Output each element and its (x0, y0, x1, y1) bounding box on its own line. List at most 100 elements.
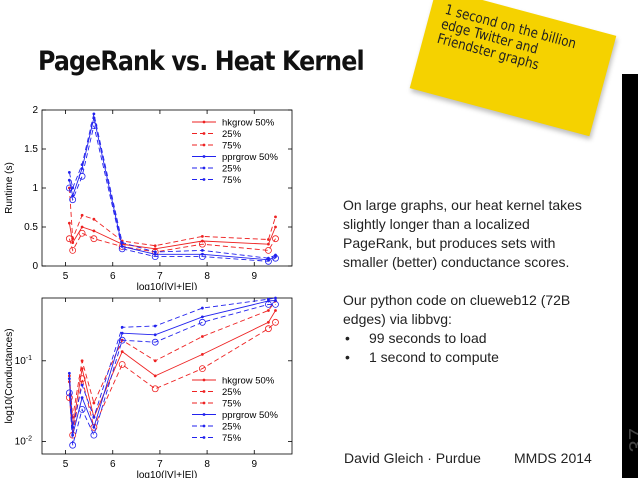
data-point (118, 361, 126, 368)
legend-marker (202, 143, 206, 147)
data-point (200, 249, 204, 252)
body-text: On large graphs, our heat kernel takes s… (343, 196, 593, 367)
side-bar (622, 74, 638, 478)
conductance-chart: 5 6 7 8 9 10-2 10-1 log10(|V|+|E|) log10(Conduct… (4, 296, 293, 478)
x-tick-label: 7 (157, 271, 163, 282)
body-paragraph-2: Our python code on clueweb12 (72B edges)… (343, 292, 571, 327)
data-point (67, 221, 71, 225)
data-point (153, 324, 157, 328)
data-point (92, 401, 96, 405)
series-line (68, 117, 276, 261)
data-point (118, 336, 126, 344)
legend-label: 25% (222, 387, 242, 398)
y-tick-label: 2 (32, 105, 38, 116)
data-point (200, 306, 204, 310)
y-axis-label: Runtime (s) (4, 162, 15, 214)
data-point (69, 196, 77, 204)
data-point (78, 172, 86, 180)
data-point (200, 335, 204, 338)
data-point (92, 217, 96, 221)
series-line (68, 113, 276, 259)
data-point (78, 405, 86, 413)
data-point (274, 309, 277, 312)
x-tick-label: 9 (251, 459, 257, 470)
data-point (69, 441, 77, 449)
data-point (274, 215, 277, 219)
data-point (151, 385, 159, 393)
data-point (80, 367, 84, 371)
legend-marker (202, 424, 206, 428)
data-point (198, 318, 206, 326)
data-point (92, 112, 96, 116)
data-point (267, 297, 270, 301)
data-point (80, 213, 84, 217)
data-point (71, 241, 75, 245)
data-point (71, 237, 75, 241)
data-point (69, 246, 77, 254)
x-tick-label: 6 (110, 459, 116, 470)
legend-label: 75% (222, 433, 242, 444)
y-tick-label: 10-1 (15, 355, 32, 367)
x-tick-label: 6 (110, 271, 116, 282)
legend-marker (202, 378, 206, 382)
data-point (92, 425, 96, 429)
data-point (67, 178, 71, 182)
runtime-chart: 5 6 7 8 9 0 0.5 1 1.5 2 log10(|V|+|E|) Runtime (s) h… (4, 105, 293, 290)
data-point (92, 415, 96, 419)
data-point (92, 229, 96, 233)
data-point (200, 315, 204, 319)
legend-label: 25% (222, 164, 242, 175)
data-point (267, 238, 270, 241)
data-point (90, 423, 98, 431)
legend-marker (202, 413, 206, 416)
data-point (153, 333, 157, 337)
data-point (267, 320, 270, 324)
x-axis-label: log10(|V|+|E|) (137, 470, 198, 478)
data-point (153, 250, 157, 254)
plot-frame (41, 109, 293, 267)
data-point (90, 431, 98, 439)
data-point (198, 240, 206, 248)
y-tick-label: 1 (32, 183, 38, 194)
body-paragraph-1: On large graphs, our heat kernel takes s… (343, 197, 582, 270)
bullet-item: 1 second to compute (343, 348, 593, 367)
legend-label: 25% (222, 129, 242, 140)
data-point (67, 371, 71, 375)
sticky-note: 1 second on the billion edge Twitter and… (409, 0, 617, 137)
y-axis-label: log10(Conductances) (4, 328, 15, 423)
legend-marker (202, 436, 206, 439)
data-point (71, 425, 75, 429)
x-tick-label: 5 (63, 271, 69, 282)
x-tick-label: 7 (157, 459, 163, 470)
series-line (68, 297, 276, 428)
y-tick-label: 1.5 (24, 144, 38, 155)
slide-title: PageRank vs. Heat Kernel (38, 46, 365, 77)
plot-frame (41, 297, 293, 455)
data-point (151, 338, 159, 346)
footer-venue: MMDS 2014 (514, 450, 592, 466)
data-point (118, 245, 126, 253)
series-line (68, 300, 276, 418)
bullet-item: 99 seconds to load (343, 329, 593, 348)
legend-marker (202, 178, 206, 181)
legend-label: pprgrow 50% (222, 152, 279, 163)
legend-marker (202, 155, 206, 158)
data-point (265, 300, 272, 308)
data-point (80, 163, 84, 166)
legend-marker (202, 401, 206, 405)
legend-label: hkgrow 50% (222, 118, 275, 129)
data-point (274, 296, 277, 300)
legend-label: 75% (222, 175, 242, 186)
data-point (120, 325, 124, 329)
data-point (90, 235, 98, 243)
legend-marker (202, 132, 206, 135)
data-point (71, 186, 75, 190)
data-point (200, 353, 204, 356)
data-point (151, 253, 159, 261)
legend-marker (202, 390, 206, 393)
data-point (274, 253, 277, 257)
x-tick-label: 9 (251, 271, 257, 282)
data-point (80, 396, 84, 399)
data-point (120, 331, 124, 335)
data-point (267, 256, 270, 260)
